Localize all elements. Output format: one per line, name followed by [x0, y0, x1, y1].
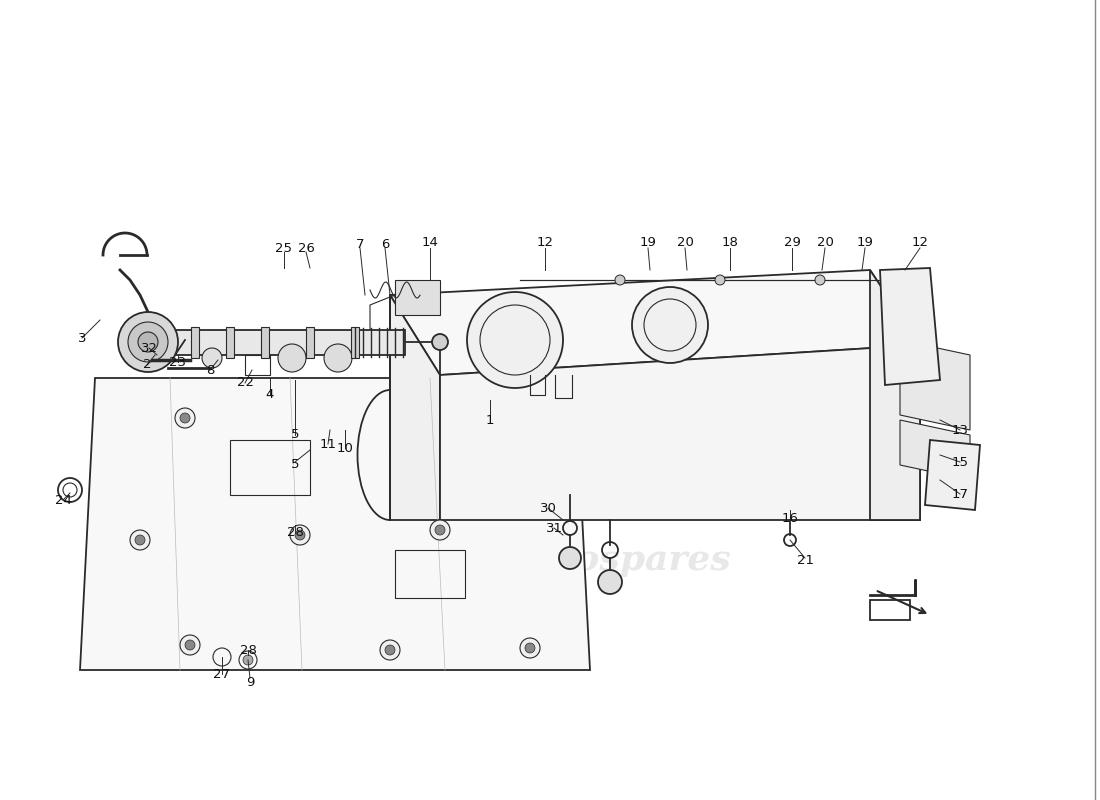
- Polygon shape: [351, 327, 359, 358]
- Circle shape: [385, 645, 395, 655]
- Text: 18: 18: [722, 235, 738, 249]
- Text: eurospares: eurospares: [128, 373, 352, 407]
- Text: 31: 31: [546, 522, 562, 534]
- Text: 19: 19: [639, 235, 657, 249]
- Polygon shape: [191, 327, 199, 358]
- Polygon shape: [155, 330, 405, 355]
- Polygon shape: [390, 270, 920, 375]
- Text: 13: 13: [952, 423, 968, 437]
- Circle shape: [430, 520, 450, 540]
- Text: 30: 30: [540, 502, 557, 514]
- Text: 20: 20: [816, 235, 834, 249]
- Circle shape: [525, 643, 535, 653]
- Text: 2: 2: [143, 358, 152, 371]
- Circle shape: [632, 287, 708, 363]
- Bar: [230, 440, 310, 495]
- Bar: [395, 550, 465, 598]
- Text: 1: 1: [486, 414, 494, 426]
- Text: 27: 27: [213, 667, 231, 681]
- Text: 28: 28: [287, 526, 304, 539]
- Circle shape: [128, 322, 168, 362]
- Polygon shape: [390, 295, 440, 520]
- Text: 4: 4: [266, 389, 274, 402]
- Text: 9: 9: [245, 675, 254, 689]
- Polygon shape: [925, 440, 980, 510]
- Circle shape: [202, 348, 222, 368]
- Circle shape: [615, 275, 625, 285]
- Text: eurospares: eurospares: [508, 543, 732, 577]
- Circle shape: [379, 640, 400, 660]
- Text: 12: 12: [912, 235, 928, 249]
- Circle shape: [434, 525, 446, 535]
- Text: 5: 5: [290, 429, 299, 442]
- Text: 21: 21: [796, 554, 814, 566]
- Text: 11: 11: [319, 438, 337, 450]
- Circle shape: [185, 640, 195, 650]
- Polygon shape: [395, 280, 440, 315]
- Text: 6: 6: [381, 238, 389, 251]
- Polygon shape: [900, 340, 970, 430]
- Circle shape: [559, 547, 581, 569]
- Circle shape: [432, 334, 448, 350]
- Text: 10: 10: [337, 442, 353, 454]
- Circle shape: [175, 408, 195, 428]
- Circle shape: [295, 530, 305, 540]
- Text: 17: 17: [952, 487, 968, 501]
- Polygon shape: [440, 345, 920, 520]
- Text: 16: 16: [782, 511, 799, 525]
- Circle shape: [715, 275, 725, 285]
- Text: 20: 20: [676, 235, 693, 249]
- Circle shape: [278, 344, 306, 372]
- Polygon shape: [261, 327, 270, 358]
- Circle shape: [135, 535, 145, 545]
- Text: 15: 15: [952, 455, 968, 469]
- Circle shape: [324, 344, 352, 372]
- Text: 28: 28: [240, 643, 256, 657]
- Polygon shape: [880, 268, 940, 385]
- Text: 8: 8: [206, 363, 214, 377]
- Circle shape: [130, 530, 150, 550]
- Text: eurospares: eurospares: [128, 573, 352, 607]
- Circle shape: [118, 312, 178, 372]
- Circle shape: [468, 292, 563, 388]
- Text: 12: 12: [537, 235, 553, 249]
- Text: 29: 29: [783, 235, 801, 249]
- Text: 24: 24: [55, 494, 72, 506]
- Polygon shape: [226, 327, 234, 358]
- Circle shape: [290, 525, 310, 545]
- Polygon shape: [870, 270, 920, 520]
- Circle shape: [598, 570, 622, 594]
- Circle shape: [815, 275, 825, 285]
- Polygon shape: [900, 420, 970, 480]
- Text: 14: 14: [421, 235, 439, 249]
- Circle shape: [180, 635, 200, 655]
- Text: 22: 22: [236, 377, 253, 390]
- Text: 3: 3: [78, 331, 86, 345]
- Circle shape: [520, 638, 540, 658]
- Circle shape: [243, 655, 253, 665]
- Text: 23: 23: [169, 355, 187, 369]
- Circle shape: [180, 413, 190, 423]
- Text: 26: 26: [298, 242, 315, 254]
- Text: 5: 5: [290, 458, 299, 471]
- Text: 7: 7: [355, 238, 364, 251]
- Polygon shape: [306, 327, 313, 358]
- Text: 19: 19: [857, 235, 873, 249]
- Circle shape: [138, 332, 158, 352]
- Text: 25: 25: [275, 242, 293, 254]
- Text: eurospares: eurospares: [508, 313, 732, 347]
- Text: 32: 32: [141, 342, 157, 354]
- Polygon shape: [80, 378, 590, 670]
